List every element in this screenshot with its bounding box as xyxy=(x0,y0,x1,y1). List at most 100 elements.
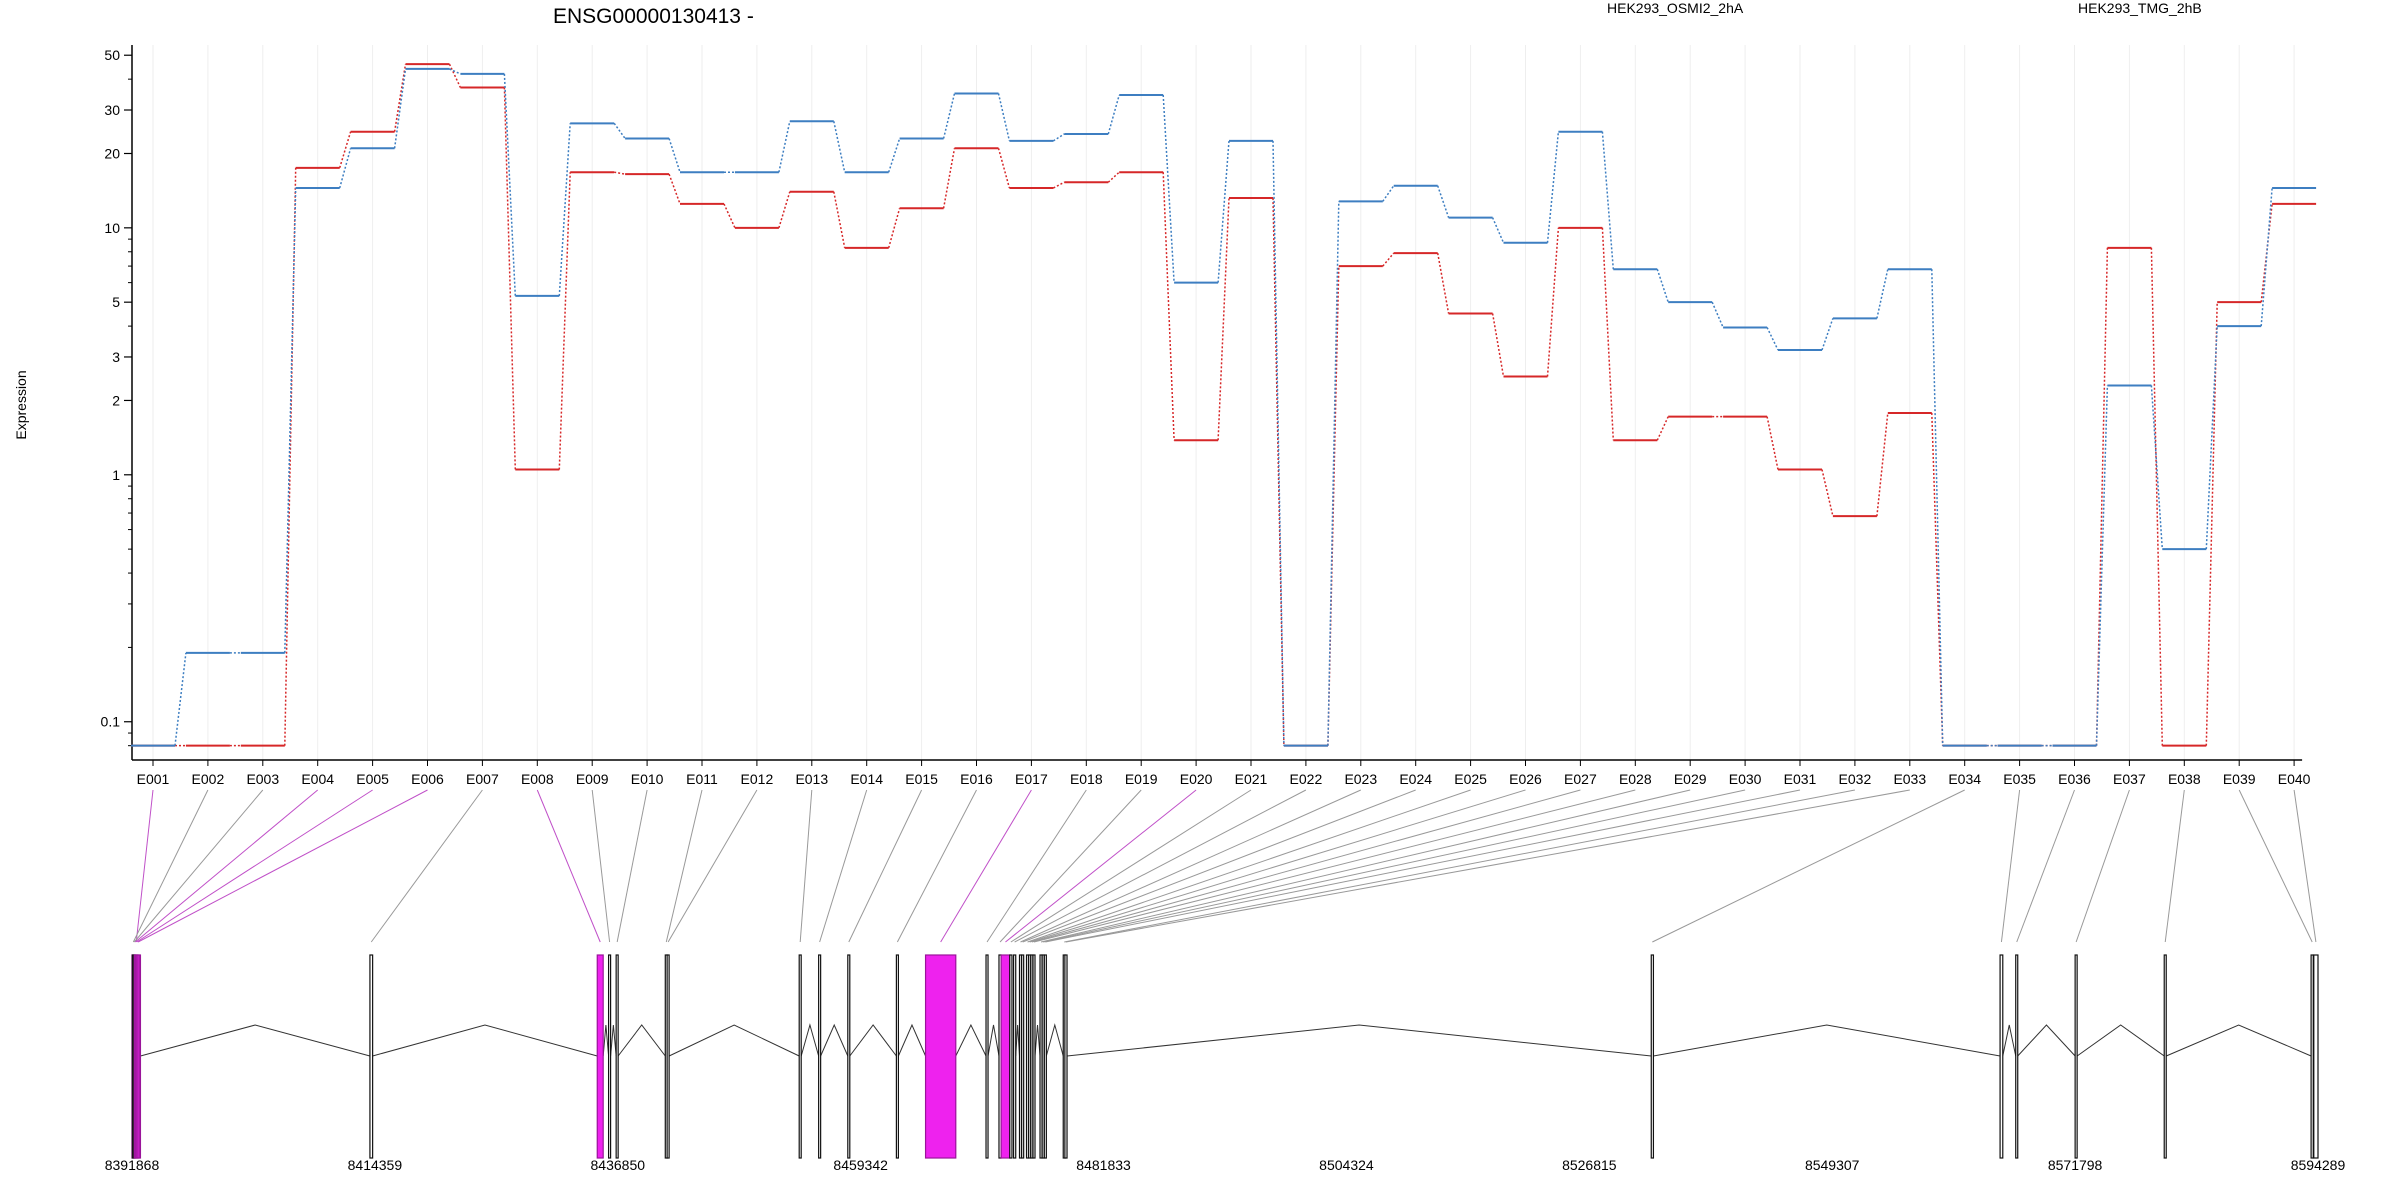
x-tick-label: E014 xyxy=(850,771,883,787)
x-tick-label: E018 xyxy=(1070,771,1103,787)
connector-E005 xyxy=(136,789,373,943)
connector-E008 xyxy=(536,789,601,943)
series-2-connector xyxy=(1382,185,1395,202)
series-1-connector xyxy=(668,173,681,205)
series-2-connector xyxy=(1766,327,1779,351)
series-1-connector xyxy=(1436,252,1450,314)
connector-E003 xyxy=(133,789,264,943)
exon-E018 xyxy=(985,954,989,1159)
genomic-coordinate-label: 8414359 xyxy=(348,1157,403,1173)
connector-E034 xyxy=(1652,789,1965,943)
intron-line xyxy=(820,1023,849,1057)
genomic-coordinate-label: 8391868 xyxy=(105,1157,160,1173)
x-tick-label: E009 xyxy=(576,771,609,787)
series-1-connector xyxy=(1601,227,1615,441)
intron-line xyxy=(800,1023,820,1057)
intron-line xyxy=(1066,1024,1652,1057)
y-tick-label: 30 xyxy=(104,102,120,118)
exon-E017 xyxy=(924,954,957,1159)
connector-E026 xyxy=(1029,789,1526,943)
connector-E011 xyxy=(665,789,703,943)
genomic-coordinate-label: 8594289 xyxy=(2291,1157,2346,1173)
x-tick-label: E031 xyxy=(1784,771,1817,787)
connector-E029 xyxy=(1040,789,1691,943)
x-tick-label: E013 xyxy=(795,771,828,787)
series-1-connector xyxy=(1821,469,1834,517)
exon-connectors xyxy=(132,789,2317,943)
exon-E021 xyxy=(1009,954,1013,1159)
connector-E028 xyxy=(1033,789,1636,943)
series-1-connector xyxy=(393,64,407,132)
x-tick-label: E019 xyxy=(1125,771,1158,787)
series-1-connector xyxy=(833,191,846,248)
exon-E028 xyxy=(1032,954,1036,1159)
x-tick-label: E007 xyxy=(466,771,499,787)
series-2-connector xyxy=(942,93,956,139)
series-2-connector xyxy=(1217,140,1230,283)
intron-line xyxy=(1653,1024,2001,1057)
y-axis: 0.1 1 2 3 5 10 20 30 50 xyxy=(101,45,133,760)
series-2-connector xyxy=(1162,94,1175,283)
series-2-connector xyxy=(1052,133,1065,142)
connector-E017 xyxy=(940,789,1032,943)
exon-E012 xyxy=(666,954,670,1159)
connector-E036 xyxy=(2016,789,2075,943)
x-tick-label: E003 xyxy=(246,771,279,787)
x-tick-label: E036 xyxy=(2058,771,2091,787)
x-tick-label: E006 xyxy=(411,771,444,787)
connector-E038 xyxy=(2164,789,2185,943)
series-2-connector xyxy=(1821,318,1834,351)
exon-E024 xyxy=(1021,954,1025,1159)
genomic-coordinate-label: 8549307 xyxy=(1805,1157,1860,1173)
vertical-gridlines xyxy=(152,45,2295,760)
x-tick-label: E040 xyxy=(2278,771,2311,787)
connector-E033 xyxy=(1065,789,1910,943)
series-2-connector xyxy=(1656,268,1669,303)
connector-E039 xyxy=(2238,789,2313,943)
series-1-connector xyxy=(1766,416,1779,470)
x-tick-label: E027 xyxy=(1564,771,1597,787)
exon-E039 xyxy=(2310,954,2314,1159)
series-1-connector xyxy=(1931,412,1944,746)
exon-E031 xyxy=(1043,954,1047,1159)
series-1-connector xyxy=(558,172,571,470)
y-tick-label: 1 xyxy=(112,467,120,483)
series-1-connector xyxy=(2095,247,2109,746)
series-2-connector xyxy=(778,121,791,173)
connector-E023 xyxy=(1020,789,1362,943)
x-tick-label: E016 xyxy=(960,771,993,787)
x-tick-label: E010 xyxy=(631,771,664,787)
connector-E022 xyxy=(1014,789,1307,943)
series-2-connector xyxy=(668,138,681,173)
intron-line xyxy=(602,1024,610,1057)
exon-E007 xyxy=(369,954,374,1159)
x-tick-label: E002 xyxy=(192,771,225,787)
series-1-connector xyxy=(284,167,297,746)
exon-E020 xyxy=(1000,954,1011,1159)
x-tick-label: E022 xyxy=(1290,771,1323,787)
series-2-connector xyxy=(2150,385,2164,550)
x-tick-label: E033 xyxy=(1893,771,1926,787)
x-tick-label: E012 xyxy=(741,771,774,787)
series-2-connector xyxy=(997,93,1011,142)
connector-E006 xyxy=(137,789,428,943)
exon-E008 xyxy=(596,954,604,1159)
exon-E006 xyxy=(136,954,140,1159)
x-tick-label: E028 xyxy=(1619,771,1652,787)
exon-E009 xyxy=(607,954,612,1159)
x-tick-label: E004 xyxy=(301,771,334,787)
x-tick-label: E038 xyxy=(2168,771,2201,787)
gene-model xyxy=(131,954,2319,1159)
legend-series-2: HEK293_TMG_2hB xyxy=(2078,0,2202,16)
connector-E020 xyxy=(1005,789,1197,943)
intron-line xyxy=(955,1023,987,1057)
series-2-connector xyxy=(1327,201,1340,746)
y-axis-label: Expression xyxy=(13,370,29,439)
series-1-connector xyxy=(1382,252,1395,267)
connector-E012 xyxy=(667,789,758,943)
series-1-connector xyxy=(997,148,1011,189)
connector-E016 xyxy=(896,789,977,943)
connector-E009 xyxy=(591,789,611,943)
x-axis: E001 E002 E003 E004 E005 E006 E007 E008 E009 E010… xyxy=(132,759,2311,787)
series-1-connector xyxy=(778,191,791,229)
